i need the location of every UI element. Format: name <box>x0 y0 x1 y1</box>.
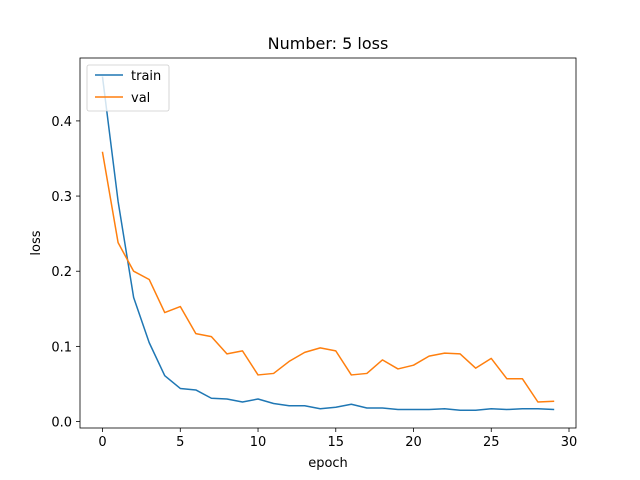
y-tick-label: 0.3 <box>51 190 72 205</box>
x-tick-label: 15 <box>328 435 345 450</box>
x-axis-label: epoch <box>308 456 348 471</box>
x-tick-label: 10 <box>250 435 267 450</box>
x-axis-ticks: 0 5 10 15 20 25 30 <box>98 428 577 450</box>
plot-frame <box>79 57 577 429</box>
series-line-train <box>101 76 555 412</box>
chart-title: Number: 5 loss <box>268 34 389 53</box>
y-axis-ticks: 0.0 0.1 0.2 0.3 0.4 <box>51 115 80 431</box>
legend-label-val: val <box>131 91 150 106</box>
y-tick-label: 0.2 <box>51 265 72 280</box>
x-tick-label: 25 <box>483 435 500 450</box>
series-line-val <box>101 151 555 403</box>
x-tick-label: 5 <box>176 435 184 450</box>
legend-box <box>86 64 170 112</box>
y-tick-label: 0.0 <box>51 416 72 431</box>
plot-lines <box>101 76 555 412</box>
legend: train val <box>86 64 170 112</box>
x-tick-label: 0 <box>98 435 106 450</box>
x-tick-label: 20 <box>405 435 422 450</box>
y-axis-label: loss <box>29 230 44 255</box>
x-tick-label: 30 <box>561 435 578 450</box>
y-tick-label: 0.1 <box>51 340 72 355</box>
y-tick-label: 0.4 <box>51 115 72 130</box>
legend-label-train: train <box>131 69 161 84</box>
